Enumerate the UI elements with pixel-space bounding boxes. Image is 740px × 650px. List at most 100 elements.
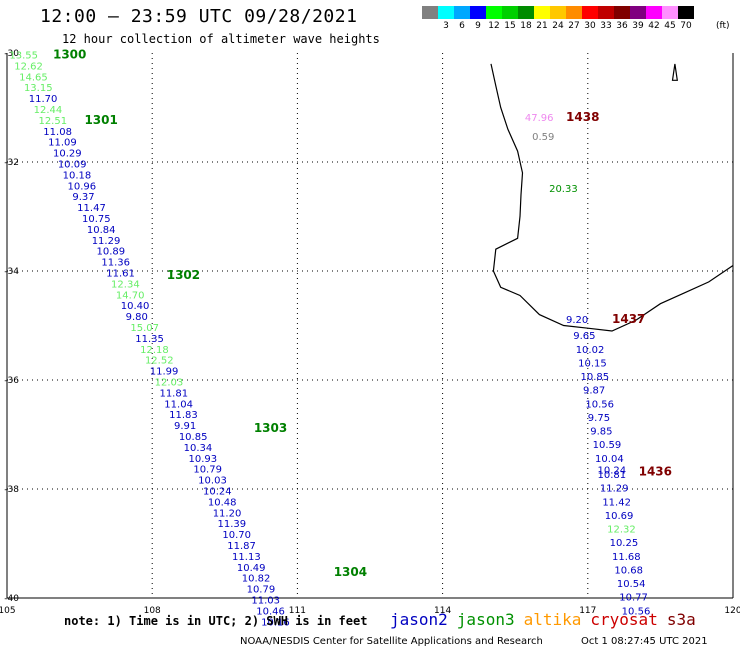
legend-label: 3: [443, 21, 449, 31]
swh-value: 11.08: [43, 127, 72, 138]
swh-value: 10.24: [597, 466, 626, 477]
legend-swatch: 70: [678, 6, 694, 31]
legend-swatch: 42: [646, 6, 662, 31]
swh-value: 10.40: [121, 301, 150, 312]
swh-value: 15.07: [130, 323, 159, 334]
swh-value: 10.04: [595, 454, 624, 465]
swh-value: 10.79: [247, 585, 276, 596]
lat-tick-label: -34: [4, 267, 19, 277]
swh-value: 12.62: [14, 61, 43, 72]
swh-value: 9.20: [566, 315, 588, 326]
swh-value: 47.96: [525, 113, 554, 124]
legend-color-box: [550, 6, 566, 19]
legend-color-box: [582, 6, 598, 19]
legend-color-box: [678, 6, 694, 19]
swh-value: 10.02: [576, 345, 605, 356]
swh-value: 10.85: [581, 372, 610, 383]
legend-color-box: [518, 6, 534, 19]
legend-color-box: [470, 6, 486, 19]
swh-value: 11.39: [218, 519, 247, 530]
coastline: [490, 63, 734, 332]
swh-observations: 13.5512.6214.6513.1511.7012.4412.5111.08…: [9, 50, 650, 628]
swh-value: 10.18: [63, 170, 92, 181]
swh-value: 14.65: [19, 72, 48, 83]
legend-swatch: 45: [662, 6, 678, 31]
swh-value: 11.70: [29, 94, 58, 105]
swh-value: 12.03: [155, 377, 184, 388]
chart-subtitle: 12 hour collection of altimeter wave hei…: [62, 32, 380, 46]
lat-tick-label: -32: [4, 158, 19, 168]
swh-value: 10.68: [614, 565, 643, 576]
units-note: note: 1) Time is in UTC; 2) SWH is in fe…: [64, 614, 368, 628]
swh-value: 12.52: [145, 356, 174, 367]
pass-time-label: 1301: [84, 113, 117, 127]
pass-time-label: 1300: [53, 47, 86, 61]
lat-tick-label: -36: [4, 376, 19, 386]
pass-time-label: 1438: [566, 110, 599, 124]
legend-swatch: 33: [598, 6, 614, 31]
swh-value: 11.68: [612, 552, 641, 563]
legend-label: 30: [584, 21, 596, 31]
satellite-legend: jason2 jason3 altika cryosat s3a: [390, 610, 696, 629]
swh-value: 10.85: [179, 432, 208, 443]
pass-time-label: 1303: [254, 421, 287, 435]
legend-unit: (ft): [716, 21, 730, 31]
lat-lon-grid: [7, 53, 733, 598]
swh-value: 12.32: [607, 525, 636, 536]
legend-label: 24: [552, 21, 564, 31]
pass-time-label: 1304: [334, 565, 367, 579]
lon-tick-label: 111: [289, 606, 306, 616]
satellite-s3a: s3a: [666, 610, 696, 629]
swh-value: 11.81: [159, 388, 188, 399]
legend-label: 27: [568, 21, 580, 31]
swh-value: 9.75: [588, 413, 610, 424]
legend-color-box: [662, 6, 678, 19]
swh-value: 10.09: [58, 159, 87, 170]
swh-value: 10.81: [597, 470, 626, 481]
lon-tick-label: 117: [579, 606, 596, 616]
pass-time-label: 1302: [167, 268, 200, 282]
pass-time-label: 1436: [639, 464, 672, 478]
swh-value: 10.48: [208, 497, 237, 508]
legend-swatch: 39: [630, 6, 646, 31]
swh-value: 10.70: [222, 530, 251, 541]
legend-color-box: [454, 6, 470, 19]
swh-value: 10.54: [617, 579, 646, 590]
swh-value: 12.34: [111, 279, 140, 290]
legend-swatch: 21: [534, 6, 550, 31]
swh-value: 11.29: [600, 484, 629, 495]
swh-value: 11.20: [213, 508, 242, 519]
swh-value: 11.99: [150, 367, 179, 378]
legend-color-box: [422, 6, 438, 19]
pass-time-labels: 1300 1301 1302 1303 1304 1438 1437 1436: [53, 47, 672, 579]
lat-tick-label: -40: [4, 594, 19, 604]
legend-swatch: 30: [582, 6, 598, 31]
swh-value: 10.24: [203, 486, 232, 497]
swh-value: 10.77: [619, 593, 648, 604]
chart-title: 12:00 – 23:59 UTC 09/28/2021: [40, 6, 358, 27]
lon-tick-label: 114: [434, 606, 451, 616]
swh-value: 9.87: [583, 386, 605, 397]
swh-value: 10.56: [622, 606, 651, 617]
legend-color-box: [646, 6, 662, 19]
legend-label: 21: [536, 21, 548, 31]
swh-value: 11.87: [227, 541, 256, 552]
color-legend: 3 6 9 12 15 18 21 24 27 30 33 36 39 42 45 70: [422, 6, 694, 31]
legend-color-box: [566, 6, 582, 19]
swh-value: 10.46: [256, 606, 285, 617]
map-frame: [6, 53, 734, 599]
swh-value: 10.49: [237, 563, 266, 574]
swh-value: 11.13: [232, 552, 261, 563]
swh-value: 11.29: [92, 236, 121, 247]
lon-tick-label: 108: [144, 606, 161, 616]
swh-value: 9.80: [126, 312, 148, 323]
legend-color-box: [614, 6, 630, 19]
legend-swatch: 3: [438, 6, 454, 31]
swh-value: 11.83: [169, 410, 198, 421]
swh-value: 10.25: [610, 538, 639, 549]
swh-value: 12.44: [34, 105, 63, 116]
swh-value: 11.04: [164, 399, 193, 410]
legend-label: 18: [520, 21, 532, 31]
legend-color-box: [534, 6, 550, 19]
